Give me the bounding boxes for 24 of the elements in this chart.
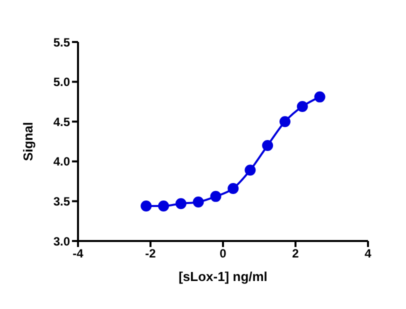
- y-tick-label: 3.5: [53, 194, 70, 208]
- point: [279, 116, 290, 128]
- y-axis-title: Signal: [20, 122, 36, 162]
- point: [228, 182, 239, 194]
- y-tick-label: 4.5: [53, 114, 70, 129]
- point: [314, 91, 326, 102]
- y-tick-label: 5.0: [53, 75, 70, 90]
- point: [210, 190, 222, 202]
- y-tick-label: 5.5: [53, 35, 70, 50]
- point: [175, 198, 186, 210]
- x-tick-label: -2: [145, 246, 156, 261]
- x-tick-label: 0: [220, 246, 227, 261]
- point: [140, 200, 152, 212]
- x-tick-label: 2: [292, 246, 300, 261]
- point: [192, 196, 204, 208]
- point: [244, 164, 256, 176]
- x-tick-label: -4: [72, 246, 84, 261]
- y-tick-label: 4.0: [53, 154, 70, 169]
- x-tick-label: 4: [364, 246, 372, 261]
- point: [296, 100, 308, 112]
- y-tick-label: 3.0: [53, 234, 70, 248]
- point: [158, 200, 170, 212]
- point: [262, 140, 274, 151]
- x-axis-title: [sLox-1] ng/ml: [178, 269, 268, 284]
